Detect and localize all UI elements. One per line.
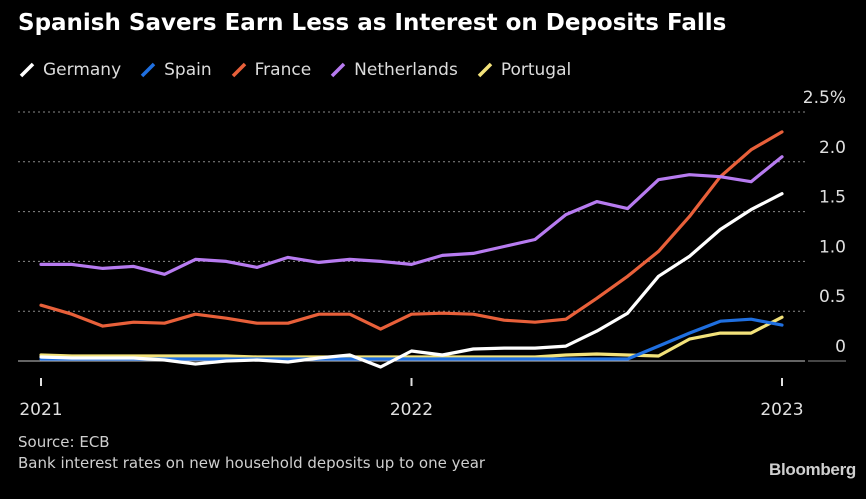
bloomberg-logo: Bloomberg	[768, 460, 856, 479]
y-tick-label: 2.0	[819, 138, 846, 158]
legend-label-germany: Germany	[43, 60, 122, 80]
x-tick-label: 2023	[760, 400, 803, 420]
chart-title: Spanish Savers Earn Less as Interest on …	[18, 10, 727, 36]
legend-label-france: France	[254, 60, 312, 80]
legend: Germany Spain France Netherlands Portuga…	[18, 58, 589, 82]
series-line-netherlands	[39, 155, 784, 276]
source-note: Source: ECB	[18, 433, 110, 451]
series-line-spain	[39, 317, 784, 361]
footer: Source: ECB Bank interest rates on new h…	[18, 432, 485, 474]
y-tick-label: 0	[835, 337, 846, 357]
x-tick-label: 2022	[390, 400, 433, 420]
legend-swatch-portugal-icon	[477, 62, 493, 78]
x-tick-label: 2021	[19, 400, 62, 420]
y-tick-label: 2.5%	[803, 88, 846, 108]
series-line-portugal	[39, 315, 784, 359]
series-line-germany	[39, 192, 784, 369]
y-tick-label: 1.0	[819, 237, 846, 257]
y-tick-label: 0.5	[819, 287, 846, 307]
legend-swatch-france-icon	[231, 62, 246, 78]
legend-item-portugal: Portugal	[476, 60, 571, 80]
legend-item-germany: Germany	[18, 60, 121, 80]
legend-item-netherlands: Netherlands	[329, 60, 458, 80]
legend-swatch-germany-icon	[19, 62, 35, 78]
legend-label-spain: Spain	[164, 60, 212, 80]
description-note: Bank interest rates on new household dep…	[18, 454, 486, 472]
legend-swatch-netherlands-icon	[330, 62, 346, 78]
legend-item-france: France	[230, 60, 312, 80]
series-line-france	[39, 130, 784, 331]
legend-swatch-spain-icon	[140, 62, 156, 78]
legend-item-spain: Spain	[139, 60, 212, 80]
y-tick-label: 1.5	[819, 188, 846, 208]
legend-label-netherlands: Netherlands	[354, 60, 458, 80]
legend-label-portugal: Portugal	[500, 60, 572, 80]
